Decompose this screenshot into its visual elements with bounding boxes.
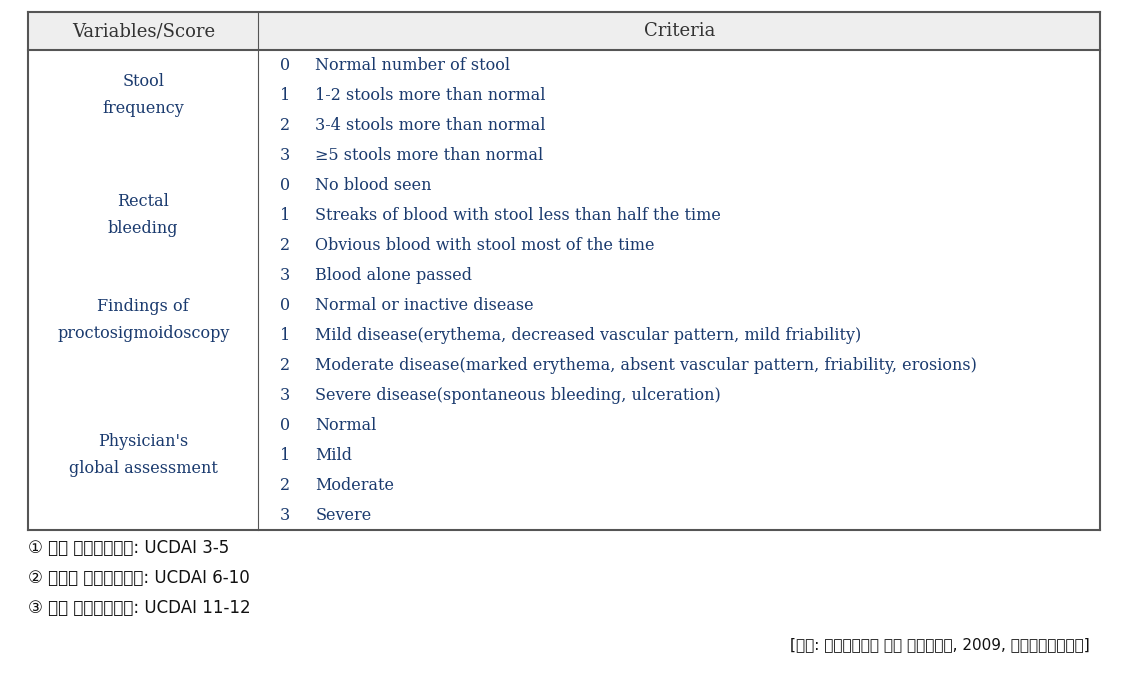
Text: Severe: Severe [316,506,372,523]
Text: Normal: Normal [316,416,376,434]
Text: 2: 2 [281,116,291,134]
Text: Physician's
global assessment: Physician's global assessment [69,434,218,477]
Text: 1: 1 [281,206,291,223]
Text: 0: 0 [281,177,291,193]
Text: Streaks of blood with stool less than half the time: Streaks of blood with stool less than ha… [316,206,721,223]
Text: 1-2 stools more than normal: 1-2 stools more than normal [316,86,545,103]
Text: 0: 0 [281,297,291,314]
Text: 3: 3 [281,266,291,284]
Text: 1: 1 [281,86,291,103]
Text: 3: 3 [281,506,291,523]
Text: Severe disease(spontaneous bleeding, ulceration): Severe disease(spontaneous bleeding, ulc… [316,386,721,403]
Text: 0: 0 [281,56,291,73]
Text: Criteria: Criteria [644,22,715,40]
Text: Moderate: Moderate [316,477,394,493]
Text: Moderate disease(marked erythema, absent vascular pattern, friability, erosions): Moderate disease(marked erythema, absent… [316,356,977,373]
Text: [자료: 괴양성대장염 진단 가이드라인, 2009, 대한소화기학회지]: [자료: 괴양성대장염 진단 가이드라인, 2009, 대한소화기학회지] [790,638,1090,653]
FancyBboxPatch shape [28,12,1100,50]
Text: Mild: Mild [316,447,353,464]
Text: Rectal
bleeding: Rectal bleeding [108,193,178,236]
Text: ③ 중증 괴양성대장염: UCDAI 11-12: ③ 중증 괴양성대장염: UCDAI 11-12 [28,599,250,617]
Text: 2: 2 [281,236,291,253]
Text: 3: 3 [281,147,291,164]
Text: 2: 2 [281,477,291,493]
Text: 1: 1 [281,327,291,343]
Text: 1: 1 [281,447,291,464]
Text: Normal number of stool: Normal number of stool [316,56,511,73]
Text: Mild disease(erythema, decreased vascular pattern, mild friability): Mild disease(erythema, decreased vascula… [316,327,861,343]
Text: 2: 2 [281,356,291,373]
Text: Stool
frequency: Stool frequency [103,73,184,116]
Text: Obvious blood with stool most of the time: Obvious blood with stool most of the tim… [316,236,655,253]
Text: 0: 0 [281,416,291,434]
Text: Normal or inactive disease: Normal or inactive disease [316,297,534,314]
Text: ≥5 stools more than normal: ≥5 stools more than normal [316,147,543,164]
Text: 3-4 stools more than normal: 3-4 stools more than normal [316,116,545,134]
Text: ② 중등도 괴양성대장염: UCDAI 6-10: ② 중등도 괴양성대장염: UCDAI 6-10 [28,569,250,587]
Text: 3: 3 [281,386,291,403]
Text: No blood seen: No blood seen [316,177,432,193]
Text: Variables/Score: Variables/Score [72,22,215,40]
Text: Findings of
proctosigmoidoscopy: Findings of proctosigmoidoscopy [57,299,230,342]
Text: Blood alone passed: Blood alone passed [316,266,472,284]
Text: ① 경증 괴양성대장염: UCDAI 3-5: ① 경증 괴양성대장염: UCDAI 3-5 [28,539,229,557]
